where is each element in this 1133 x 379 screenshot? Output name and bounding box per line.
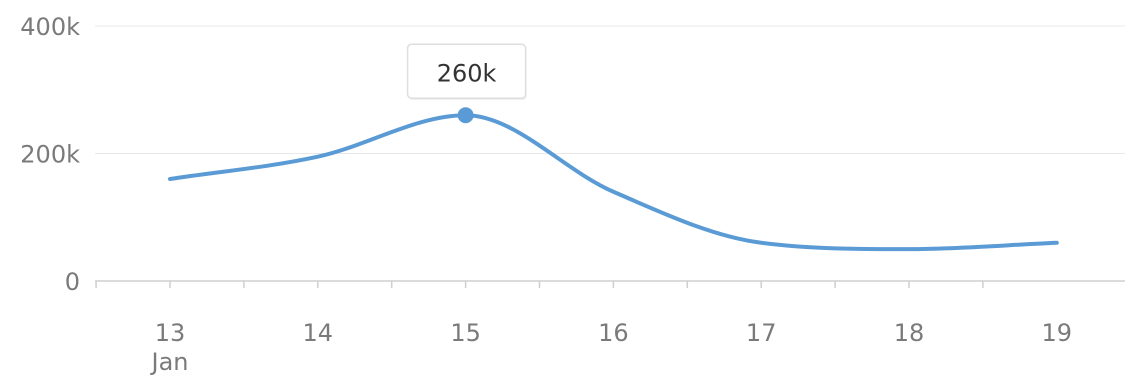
y-tick-label: 0 [65, 268, 80, 296]
series-layer [168, 113, 1059, 252]
y-tick-label: 200k [20, 141, 80, 169]
x-tick-label: 16 [598, 319, 629, 347]
x-axis [95, 280, 1125, 288]
x-tick-label: 14 [303, 319, 334, 347]
highlighted-point [457, 107, 474, 124]
x-tick-label: 19 [1042, 319, 1073, 347]
x-tick-label: 13 [155, 319, 186, 347]
x-tick-label: 17 [746, 319, 777, 347]
series-line-0 [168, 113, 1059, 252]
tooltip-box [406, 43, 527, 99]
x-axis-tick-labels: 13 14 15 16 17 18 19 Jan [150, 319, 1073, 376]
tooltip: 260k [406, 43, 527, 124]
x-tick-label: 18 [894, 319, 925, 347]
tooltip-value: 260k [437, 59, 497, 87]
y-tick-label: 400k [20, 13, 80, 41]
x-tick-label: 15 [450, 319, 481, 347]
y-axis-tick-labels: 0 200k 400k [20, 13, 80, 296]
x-tick-sublabel: Jan [150, 348, 189, 376]
grid-lines [95, 25, 1125, 154]
